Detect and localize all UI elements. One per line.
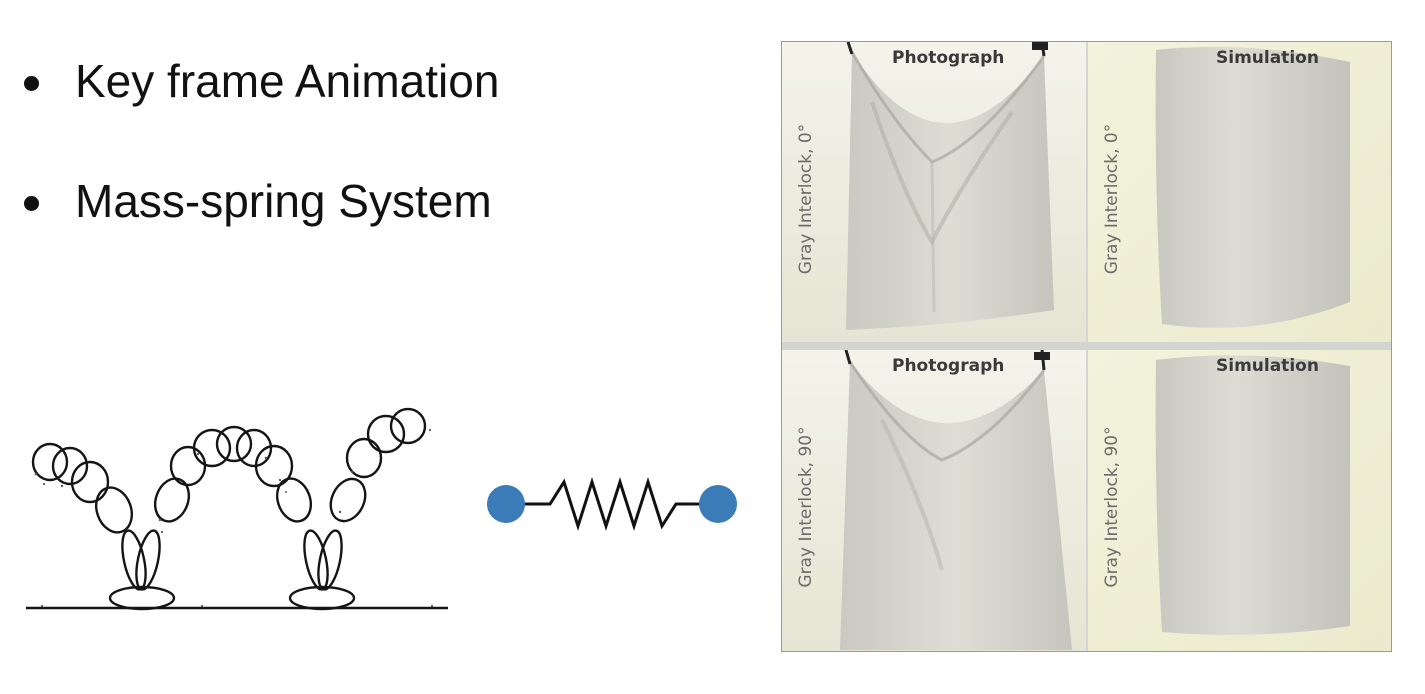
cloth-panel-simulation: Simulation Gray Interlock, 0°: [1088, 42, 1391, 342]
panel-side-label: Gray Interlock, 90°: [1102, 426, 1122, 588]
panel-side-label: Gray Interlock, 90°: [796, 426, 816, 588]
ball-keyframe: [329, 477, 367, 523]
panel-side-label: Gray Interlock, 0°: [796, 123, 816, 275]
ball-keyframe: [94, 486, 134, 534]
bullet-text: Key frame Animation: [75, 55, 500, 107]
bullet-dot: [24, 76, 39, 91]
simulated-cloth-image: [1155, 46, 1350, 328]
panel-title: Photograph: [892, 356, 1005, 376]
ball-keyframe: [215, 425, 253, 463]
draped-cloth-image: [840, 350, 1072, 650]
ball-keyframe: [192, 428, 232, 468]
ball-keyframe: [51, 446, 89, 486]
bullet-dot: [24, 196, 39, 211]
keyframe-bouncing-ball-figure: [26, 407, 448, 611]
panel-title: Photograph: [892, 48, 1005, 68]
ball-keyframe: [254, 444, 294, 488]
cloth-panel-photograph: Photograph Gray Interlock, 90°: [782, 350, 1086, 651]
ball-keyframe: [135, 529, 161, 591]
ball-keyframe: [317, 529, 343, 591]
ball-keyframe: [345, 437, 383, 479]
panel-side-label: Gray Interlock, 0°: [1102, 123, 1122, 275]
ball-keyframe: [169, 445, 207, 487]
spring-coil: [520, 477, 704, 531]
ball-keyframe: [235, 428, 273, 468]
panel-title: Simulation: [1216, 48, 1319, 68]
ball-keyframe: [389, 407, 427, 445]
mass-spring-figure: [487, 477, 737, 531]
mass-point-left: [487, 485, 525, 523]
sketch-speckles: [34, 428, 434, 608]
ball-keyframe: [31, 442, 69, 482]
ball-keyframe: [153, 477, 191, 523]
cloth-comparison-grid: Photograph Gray Interlock, 0° Simulation…: [781, 41, 1392, 652]
ball-keyframe: [275, 477, 313, 523]
ball-keyframe: [108, 585, 176, 611]
ball-keyframe: [70, 460, 110, 504]
cloth-panel-photograph: Photograph Gray Interlock, 0°: [782, 42, 1086, 342]
cloth-panel-simulation: Simulation Gray Interlock, 90°: [1088, 350, 1391, 651]
panel-title: Simulation: [1216, 356, 1319, 376]
ball-keyframe: [366, 414, 406, 454]
bullet-text: Mass-spring System: [75, 175, 492, 227]
draped-cloth-image: [846, 42, 1054, 330]
simulated-cloth-image: [1155, 355, 1350, 635]
ball-keyframe: [288, 585, 356, 611]
mass-point-right: [699, 485, 737, 523]
